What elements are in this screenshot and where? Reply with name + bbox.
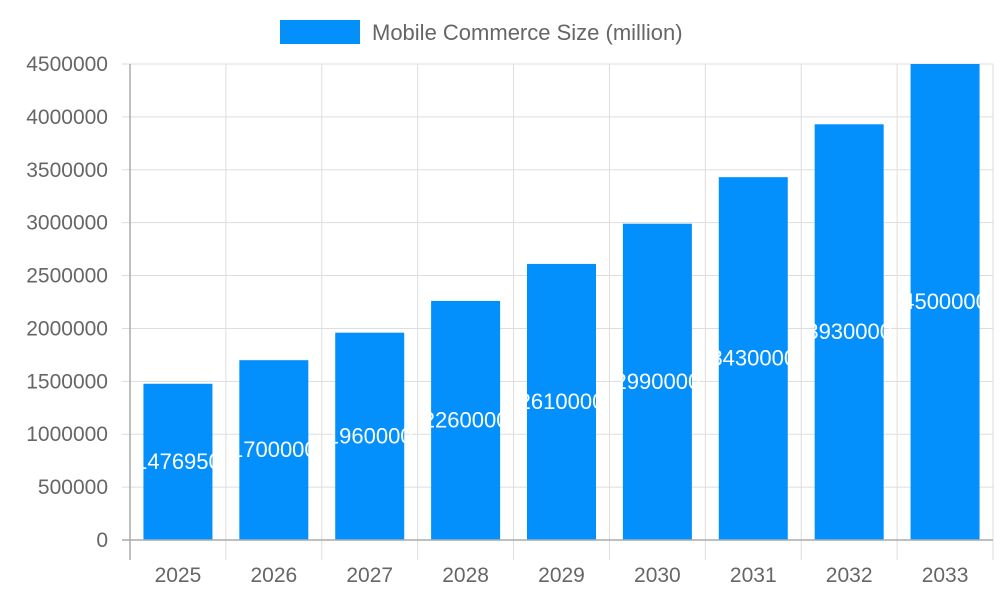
data-label: 3930000 [806, 319, 892, 344]
legend[interactable]: Mobile Commerce Size (million) [280, 20, 683, 45]
x-tick-label: 2028 [442, 564, 489, 587]
bars: 1476950 1700000 1960000 2260000 2610000 29900… [135, 64, 988, 541]
y-tick-label: 4500000 [26, 53, 108, 76]
x-tick-label: 2033 [922, 564, 969, 587]
y-tick-label: 3000000 [26, 212, 108, 235]
y-tick-label: 2500000 [26, 265, 108, 288]
data-label: 2610000 [519, 389, 605, 414]
bar [239, 360, 309, 540]
bar [335, 332, 405, 540]
x-tick-label: 2031 [730, 564, 777, 587]
bar [910, 64, 980, 540]
x-tick-label: 2029 [538, 564, 585, 587]
x-tick-label: 2032 [826, 564, 873, 587]
y-tick-label: 1500000 [26, 370, 108, 393]
y-tick-label: 2000000 [26, 317, 108, 340]
bar [143, 383, 213, 540]
y-tick-label: 3500000 [26, 159, 108, 182]
x-tick-label: 2025 [155, 564, 202, 587]
bar [814, 124, 884, 540]
data-label: 1476950 [135, 449, 221, 474]
axes: 0 500000 1000000 1500000 2000000 2500000 30000… [26, 53, 993, 587]
y-tick-label: 500000 [38, 476, 108, 499]
bar [527, 263, 596, 540]
y-tick-label: 0 [96, 529, 108, 552]
data-label: 1960000 [327, 423, 413, 448]
data-label: 4500000 [902, 289, 988, 314]
data-label: 3430000 [710, 346, 796, 371]
data-label: 2990000 [615, 369, 701, 394]
bar [622, 223, 692, 541]
data-label: 2260000 [423, 407, 509, 432]
legend-label: Mobile Commerce Size (million) [372, 20, 683, 45]
bar [431, 300, 501, 540]
x-tick-label: 2026 [250, 564, 297, 587]
x-tick-label: 2030 [634, 564, 681, 587]
bar [718, 177, 788, 540]
y-tick-label: 1000000 [26, 423, 108, 446]
data-label: 1700000 [231, 437, 317, 462]
legend-swatch [280, 20, 360, 44]
x-tick-label: 2027 [346, 564, 393, 587]
y-tick-label: 4000000 [26, 106, 108, 129]
